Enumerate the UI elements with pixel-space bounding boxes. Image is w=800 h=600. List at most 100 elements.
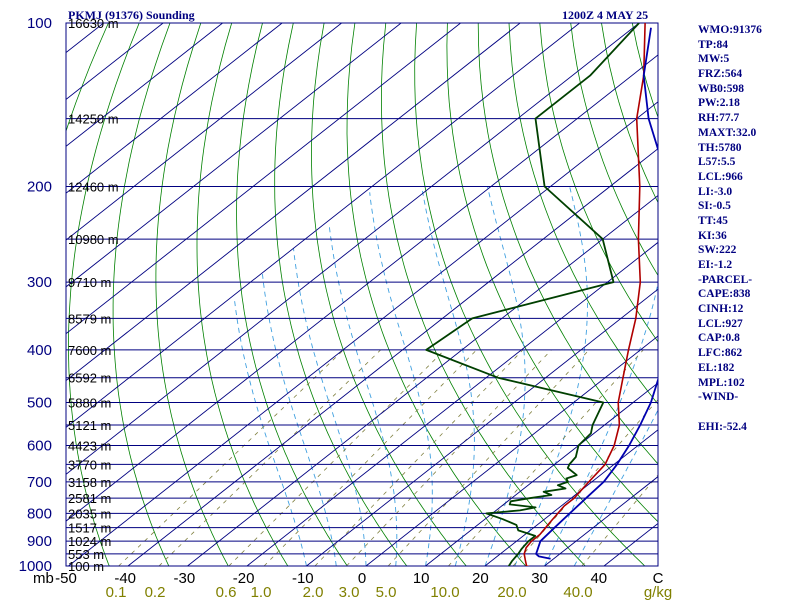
temperature-tick-label: -10 [292,570,314,587]
index-line: MPL:102 [698,376,745,389]
isotherm [66,23,223,147]
plot-frame [65,22,659,567]
mixing-ratio-line [263,349,477,566]
stability-indices-panel: WMO:91376 TP:84 MW:5 FRZ:564 WB0:598 PW:2.18 R… [698,23,798,434]
index-line: RH:77.7 [698,112,740,125]
isotherm [66,23,580,428]
index-line: FRZ:564 [698,68,743,81]
isotherm [66,23,283,194]
index-line: CINH:12 [698,303,744,316]
index-line: CAP:0.8 [698,332,740,345]
dry-adiabat [236,23,348,566]
moist-adiabat [369,192,433,566]
index-line: LCL:966 [698,170,743,183]
mixing-ratio-line [228,349,445,566]
isotherm [68,101,658,566]
pressure-tick-label: 700 [27,474,52,491]
index-line: WMO:91376 [698,24,762,36]
temperature-tick-label: 20 [472,570,489,587]
mixing-ratio-unit: g/kg [644,584,672,600]
index-line: -PARCEL- [698,273,753,286]
index-line: KI:36 [698,229,727,242]
mixing-ratio-label: 1.0 [251,584,272,600]
height-label: 3770 m [68,457,111,472]
index-line: TP:84 [698,38,729,51]
index-line: WB0:598 [698,82,744,95]
moist-adiabat [293,248,367,566]
background-lines [66,23,658,566]
height-label: 14250 m [68,112,119,127]
index-line: SI:-0.5 [698,200,731,213]
pressure-tick-label: 200 [27,178,52,195]
temperature-profile [523,23,646,566]
moist-adiabat [233,297,307,566]
isotherm [66,23,521,382]
isotherm [66,54,658,522]
mixing-ratio-label: 5.0 [376,584,397,600]
temperature-tick-label: 10 [413,570,430,587]
index-line: TT:45 [698,214,728,227]
height-label: 2035 m [68,506,111,521]
dry-adiabat [414,23,646,566]
mixing-ratio-line [314,349,524,566]
height-label: 7600 m [68,343,111,358]
parcel-profile [535,27,658,560]
height-label: 12460 m [68,179,119,194]
mixing-ratio-label: 3.0 [339,584,360,600]
isotherm [306,288,658,566]
index-line: EHI:-52.4 [698,420,747,433]
temperature-tick-label: -50 [55,570,77,587]
isotherm [365,335,658,566]
isotherm [246,241,658,566]
mixing-ratio-label: 2.0 [303,584,324,600]
isotherm [66,23,402,288]
mixing-ratio-line [448,349,644,566]
isotherm [66,23,640,475]
dry-adiabat [508,23,658,405]
height-label: 2581 m [68,491,111,506]
moist-adiabat [261,274,337,566]
pressure-tick-label: 500 [27,395,52,412]
mixing-ratio-line [158,349,381,566]
mixing-ratio-line [118,349,344,566]
height-label: 16630 m [68,16,119,31]
sounding-time: 1200Z 4 MAY 25 [562,8,649,22]
pressure-unit-label: mb [33,570,54,587]
mixing-ratio-line [387,349,590,566]
index-line: MW:5 [698,53,730,66]
dry-adiabat [196,23,289,566]
dry-adiabat [380,23,586,566]
index-line: MAXT:32.0 [698,126,757,139]
mixing-ratio-label: 20.0 [497,584,526,600]
temperature-tick-label: 40 [590,570,607,587]
station-title: PKMJ (91376) Sounding [68,8,195,22]
index-line: EI:-1.2 [698,259,733,271]
dry-adiabat [112,23,171,566]
height-label: 1024 m [68,534,111,549]
index-line: SW:222 [698,244,737,257]
height-label: 10980 m [68,232,119,247]
dry-adiabat [311,23,467,566]
pressure-tick-label: 800 [27,505,52,522]
temperature-tick-label: 30 [531,570,548,587]
pressure-tick-label: 100 [27,15,52,32]
mixing-ratio-label: 10.0 [430,584,459,600]
isotherm [425,382,658,566]
pressure-tick-label: 900 [27,533,52,550]
index-line: LCL:927 [698,317,743,330]
height-label: 1517 m [68,521,111,536]
dewpoint-profile [425,23,640,566]
temperature-tick-label: -20 [233,570,255,587]
temperature-tick-label: -40 [114,570,136,587]
mixing-ratio-label: 0.2 [145,584,166,600]
dry-adiabat [274,23,408,566]
height-label: 5121 m [68,418,111,433]
dry-adiabat [155,23,229,566]
height-label: 4423 m [68,439,111,454]
mixing-ratio-label: 0.6 [216,584,237,600]
dry-adiabat [570,23,658,277]
isotherm [484,429,658,566]
moist-adiabat [544,280,658,566]
height-label: 5880 m [68,396,111,411]
